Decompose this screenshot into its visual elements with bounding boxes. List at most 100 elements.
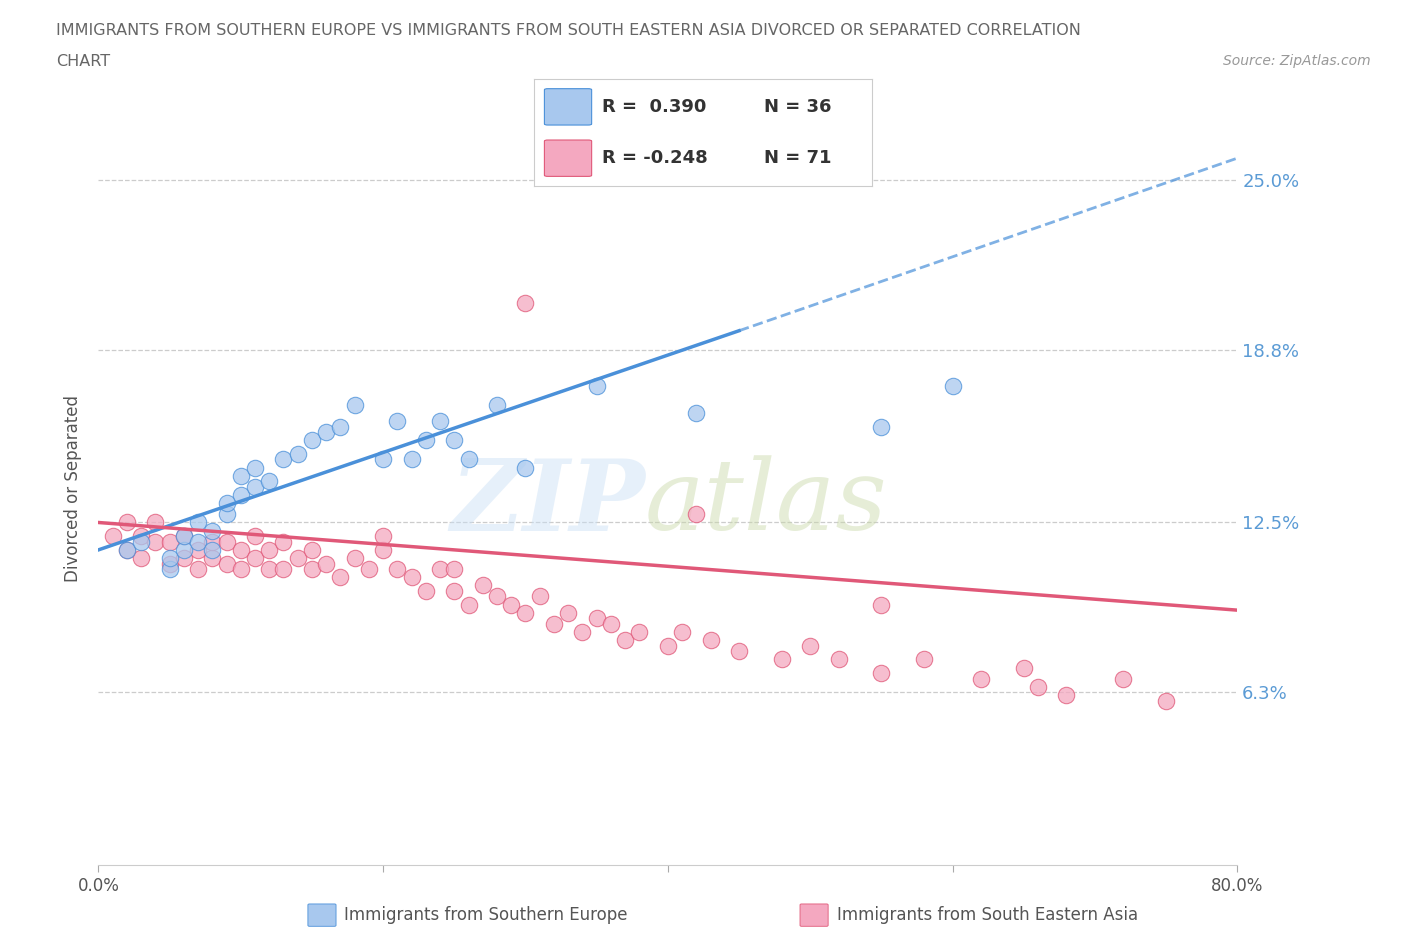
Point bbox=[429, 414, 451, 429]
Point bbox=[373, 452, 395, 467]
Point bbox=[685, 507, 707, 522]
Text: CHART: CHART bbox=[56, 54, 110, 69]
Point bbox=[373, 542, 395, 557]
Point bbox=[1056, 687, 1078, 702]
Point bbox=[173, 551, 195, 565]
Point bbox=[159, 556, 181, 571]
Point bbox=[614, 632, 637, 647]
Point bbox=[1026, 680, 1049, 695]
Point bbox=[387, 414, 409, 429]
Point bbox=[101, 529, 124, 544]
Point bbox=[799, 638, 821, 653]
Point bbox=[243, 480, 266, 495]
Point bbox=[115, 515, 138, 530]
Point bbox=[129, 529, 152, 544]
Y-axis label: Divorced or Separated: Divorced or Separated bbox=[65, 394, 83, 582]
Point bbox=[301, 542, 323, 557]
Point bbox=[671, 625, 693, 640]
Point bbox=[401, 452, 423, 467]
Text: IMMIGRANTS FROM SOUTHERN EUROPE VS IMMIGRANTS FROM SOUTH EASTERN ASIA DIVORCED O: IMMIGRANTS FROM SOUTHERN EUROPE VS IMMIG… bbox=[56, 23, 1081, 38]
Text: N = 71: N = 71 bbox=[763, 149, 831, 167]
Point bbox=[259, 562, 281, 577]
Point bbox=[515, 605, 537, 620]
Point bbox=[259, 542, 281, 557]
Point bbox=[201, 524, 224, 538]
Point bbox=[415, 583, 437, 598]
Point bbox=[457, 597, 479, 612]
Point bbox=[329, 570, 352, 585]
Point bbox=[173, 529, 195, 544]
Point bbox=[159, 534, 181, 549]
Point bbox=[229, 562, 252, 577]
Point bbox=[443, 432, 465, 447]
Point bbox=[870, 597, 893, 612]
Point bbox=[471, 578, 494, 593]
Point bbox=[145, 515, 167, 530]
Point bbox=[828, 652, 851, 667]
Point bbox=[273, 562, 295, 577]
Point bbox=[301, 432, 323, 447]
Point bbox=[187, 562, 209, 577]
Point bbox=[415, 432, 437, 447]
Point bbox=[129, 551, 152, 565]
Point bbox=[515, 460, 537, 475]
Point bbox=[243, 551, 266, 565]
Point bbox=[201, 534, 224, 549]
Point bbox=[187, 534, 209, 549]
Point bbox=[215, 496, 238, 511]
Text: ZIP: ZIP bbox=[450, 455, 645, 551]
Point bbox=[115, 542, 138, 557]
Point bbox=[1154, 693, 1177, 708]
Point bbox=[443, 583, 465, 598]
Point bbox=[543, 617, 565, 631]
Text: Source: ZipAtlas.com: Source: ZipAtlas.com bbox=[1223, 54, 1371, 68]
Point bbox=[129, 534, 152, 549]
Point bbox=[173, 529, 195, 544]
Point bbox=[770, 652, 793, 667]
Point bbox=[585, 379, 607, 393]
Point bbox=[229, 469, 252, 484]
Text: R =  0.390: R = 0.390 bbox=[602, 98, 706, 116]
Point bbox=[571, 625, 593, 640]
Point bbox=[159, 551, 181, 565]
FancyBboxPatch shape bbox=[544, 88, 592, 125]
Point bbox=[443, 562, 465, 577]
Point bbox=[970, 671, 993, 686]
Point bbox=[728, 644, 751, 658]
Point bbox=[229, 542, 252, 557]
Point bbox=[585, 611, 607, 626]
Point bbox=[243, 529, 266, 544]
Point bbox=[259, 474, 281, 489]
Point bbox=[529, 589, 551, 604]
Point bbox=[215, 534, 238, 549]
Point bbox=[173, 542, 195, 557]
Point bbox=[912, 652, 935, 667]
Point bbox=[600, 617, 623, 631]
Point bbox=[115, 542, 138, 557]
Point bbox=[1112, 671, 1135, 686]
Point bbox=[628, 625, 651, 640]
Text: N = 36: N = 36 bbox=[763, 98, 831, 116]
Point bbox=[486, 397, 509, 412]
Point bbox=[201, 542, 224, 557]
Point bbox=[315, 556, 337, 571]
Point bbox=[273, 534, 295, 549]
Point bbox=[357, 562, 380, 577]
Point bbox=[515, 296, 537, 311]
Text: atlas: atlas bbox=[645, 456, 887, 551]
Point bbox=[870, 419, 893, 434]
Point bbox=[557, 605, 579, 620]
FancyBboxPatch shape bbox=[544, 140, 592, 177]
Point bbox=[215, 556, 238, 571]
Point bbox=[401, 570, 423, 585]
Point bbox=[373, 529, 395, 544]
Point bbox=[457, 452, 479, 467]
Point bbox=[501, 597, 523, 612]
Point bbox=[870, 666, 893, 681]
Point bbox=[343, 551, 366, 565]
Point bbox=[942, 379, 965, 393]
Point bbox=[187, 515, 209, 530]
Point bbox=[201, 551, 224, 565]
Point bbox=[329, 419, 352, 434]
Point bbox=[145, 534, 167, 549]
